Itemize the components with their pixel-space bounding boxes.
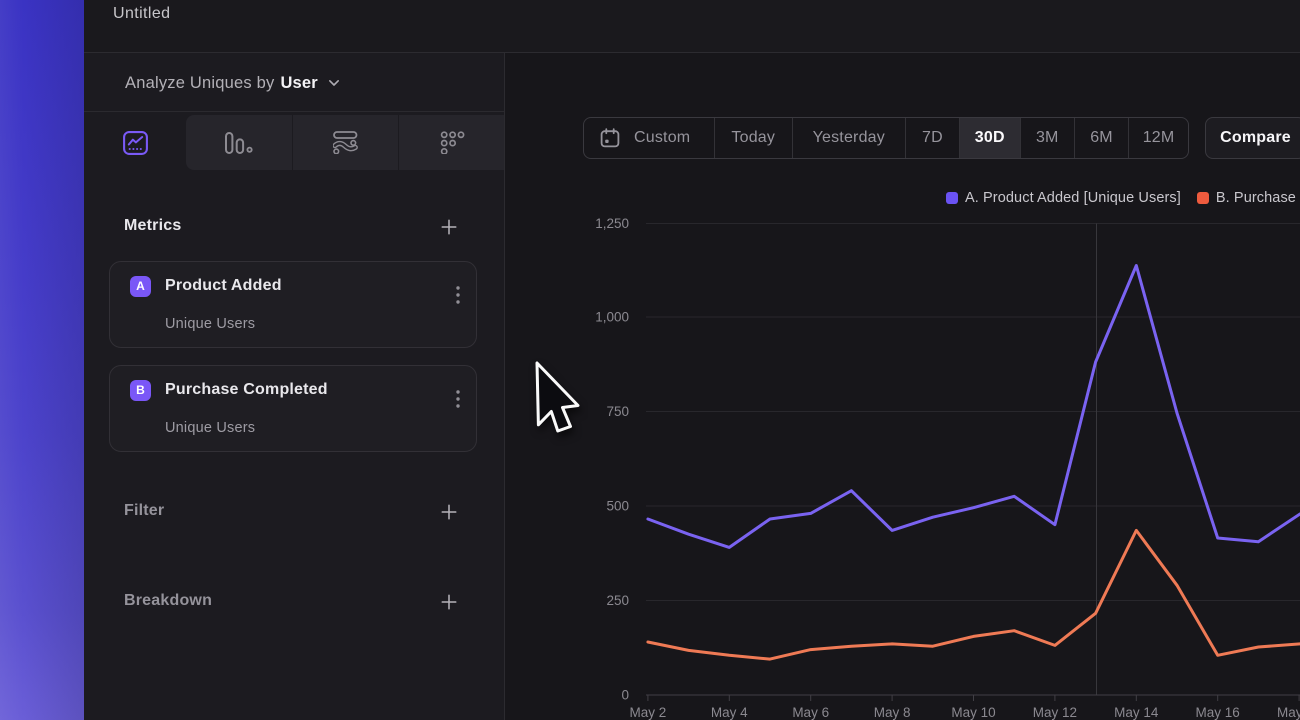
- svg-text:May 18: May 18: [1277, 705, 1300, 720]
- svg-text:May 10: May 10: [951, 705, 995, 720]
- svg-text:250: 250: [606, 593, 629, 608]
- svg-text:May 6: May 6: [792, 705, 829, 720]
- svg-text:0: 0: [621, 688, 629, 703]
- svg-text:500: 500: [606, 499, 629, 514]
- svg-text:May 14: May 14: [1114, 705, 1159, 720]
- svg-text:May 8: May 8: [874, 705, 911, 720]
- svg-text:1,000: 1,000: [595, 310, 629, 325]
- svg-text:May 16: May 16: [1196, 705, 1240, 720]
- svg-text:May 2: May 2: [630, 705, 667, 720]
- svg-text:May 4: May 4: [711, 705, 748, 720]
- svg-text:May 12: May 12: [1033, 705, 1077, 720]
- svg-text:750: 750: [606, 404, 629, 419]
- svg-text:1,250: 1,250: [595, 216, 629, 231]
